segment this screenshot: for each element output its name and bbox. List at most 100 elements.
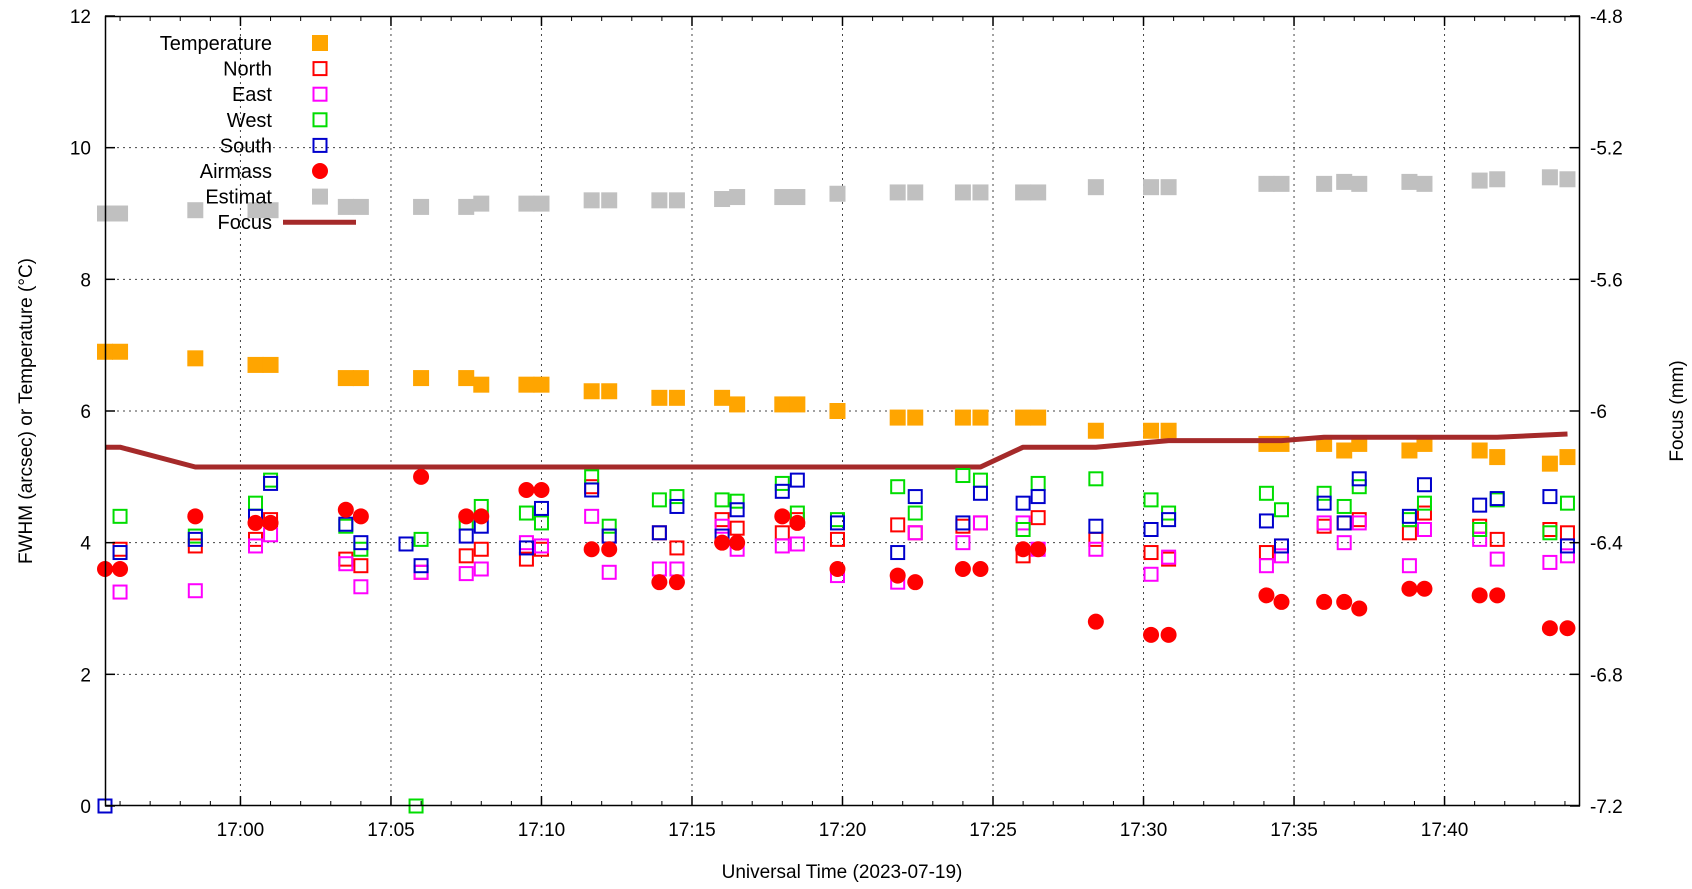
temperature-point: [583, 383, 600, 400]
north-point: [1416, 505, 1432, 521]
airmass-point: [729, 534, 746, 551]
legend-label: Focus: [218, 212, 272, 234]
airmass-point: [829, 561, 846, 577]
east-point: [248, 538, 264, 554]
east-point: [1273, 548, 1289, 564]
estimat-point: [954, 184, 971, 201]
temperature-point: [668, 389, 685, 406]
airmass-point: [413, 468, 430, 485]
temperature-point: [112, 343, 129, 360]
y2-axis-title: Focus (mm): [1667, 360, 1688, 461]
east-point: [458, 566, 474, 582]
series-estimat: [97, 169, 1576, 222]
south-point: [1416, 477, 1432, 493]
south-point: [1273, 538, 1289, 554]
west-point: [1559, 495, 1575, 511]
temperature-point: [262, 356, 279, 373]
temperature-point: [458, 370, 475, 387]
legend-label: South: [220, 135, 272, 157]
y-tick-label: 0: [80, 797, 91, 818]
estimat-point: [337, 198, 354, 215]
estimat-point: [262, 202, 279, 219]
south-point: [907, 489, 923, 505]
estimat-point: [583, 192, 600, 209]
airmass-point: [714, 534, 731, 551]
north-point: [473, 541, 489, 557]
south-point: [1559, 538, 1575, 554]
y2-tick-label: -6: [1590, 402, 1607, 423]
temperature-point: [247, 356, 264, 373]
east-point: [338, 556, 354, 572]
east-point: [1161, 549, 1177, 565]
temperature-point: [187, 350, 204, 367]
legend-swatch: [312, 188, 328, 205]
airmass-point: [1087, 613, 1104, 630]
airmass-point: [458, 508, 475, 525]
estimat-point: [247, 202, 264, 219]
east-point: [1258, 558, 1274, 574]
temperature-point: [1559, 449, 1576, 466]
east-point: [1143, 566, 1159, 582]
airmass-point: [1416, 580, 1433, 597]
airmass-point: [262, 514, 279, 531]
temperature-point: [829, 403, 846, 419]
airmass-point: [1143, 626, 1160, 643]
temperature-point: [972, 409, 989, 426]
y2-tick-label: -7.2: [1590, 797, 1623, 818]
y2-tick-label: -5.2: [1590, 139, 1623, 160]
legend-label: West: [227, 110, 273, 132]
x-tick-label: 17:35: [1270, 820, 1318, 841]
legend: Temperature North East West South Airmass Esti…: [160, 33, 356, 234]
north-point: [669, 540, 685, 556]
temperature-point: [518, 376, 535, 393]
east-point: [1336, 535, 1352, 551]
airmass-point: [583, 541, 600, 558]
series-airmass: [97, 468, 1576, 643]
temperature-point: [1087, 422, 1104, 439]
y-tick-label: 2: [80, 665, 91, 686]
east-point: [1542, 554, 1558, 570]
estimat-point: [1489, 171, 1506, 188]
airmass-point: [247, 514, 264, 531]
temperature-point: [1160, 422, 1177, 439]
east-point: [714, 518, 730, 534]
x-tick-label: 17:10: [518, 820, 566, 841]
west-point: [1273, 502, 1289, 518]
east-point: [601, 564, 617, 580]
airmass-point: [1015, 541, 1032, 558]
west-point: [533, 515, 549, 531]
south-point: [669, 498, 685, 514]
east-point: [187, 583, 203, 599]
estimat-point: [473, 195, 490, 212]
south-point: [1351, 471, 1367, 487]
airmass-point: [1273, 593, 1290, 610]
east-point: [907, 525, 923, 541]
south-point: [955, 515, 971, 531]
estimat-point: [1015, 184, 1032, 201]
estimat-point: [413, 198, 430, 215]
north-point: [1143, 545, 1159, 561]
temperature-point: [889, 409, 906, 426]
legend-swatch: [312, 112, 328, 128]
east-point: [1316, 515, 1332, 531]
y-axis-title: FWHM (arcsec) or Temperature (°C): [16, 258, 37, 564]
south-point: [789, 472, 805, 488]
north-point: [458, 548, 474, 564]
west-point: [955, 468, 971, 484]
temperature-point: [473, 376, 490, 393]
airmass-point: [774, 508, 791, 525]
south-point: [1143, 522, 1159, 537]
south-point: [1336, 515, 1352, 531]
temperature-point: [907, 409, 924, 426]
north-point: [1030, 510, 1046, 526]
temperature-point: [1336, 442, 1353, 459]
west-point: [651, 492, 667, 508]
south-point: [187, 531, 203, 547]
estimat-point: [774, 189, 791, 206]
airmass-point: [187, 508, 204, 525]
airmass-point: [972, 561, 989, 577]
x-tick-label: 17:15: [668, 820, 716, 841]
east-point: [1416, 522, 1432, 537]
south-point: [263, 475, 279, 491]
